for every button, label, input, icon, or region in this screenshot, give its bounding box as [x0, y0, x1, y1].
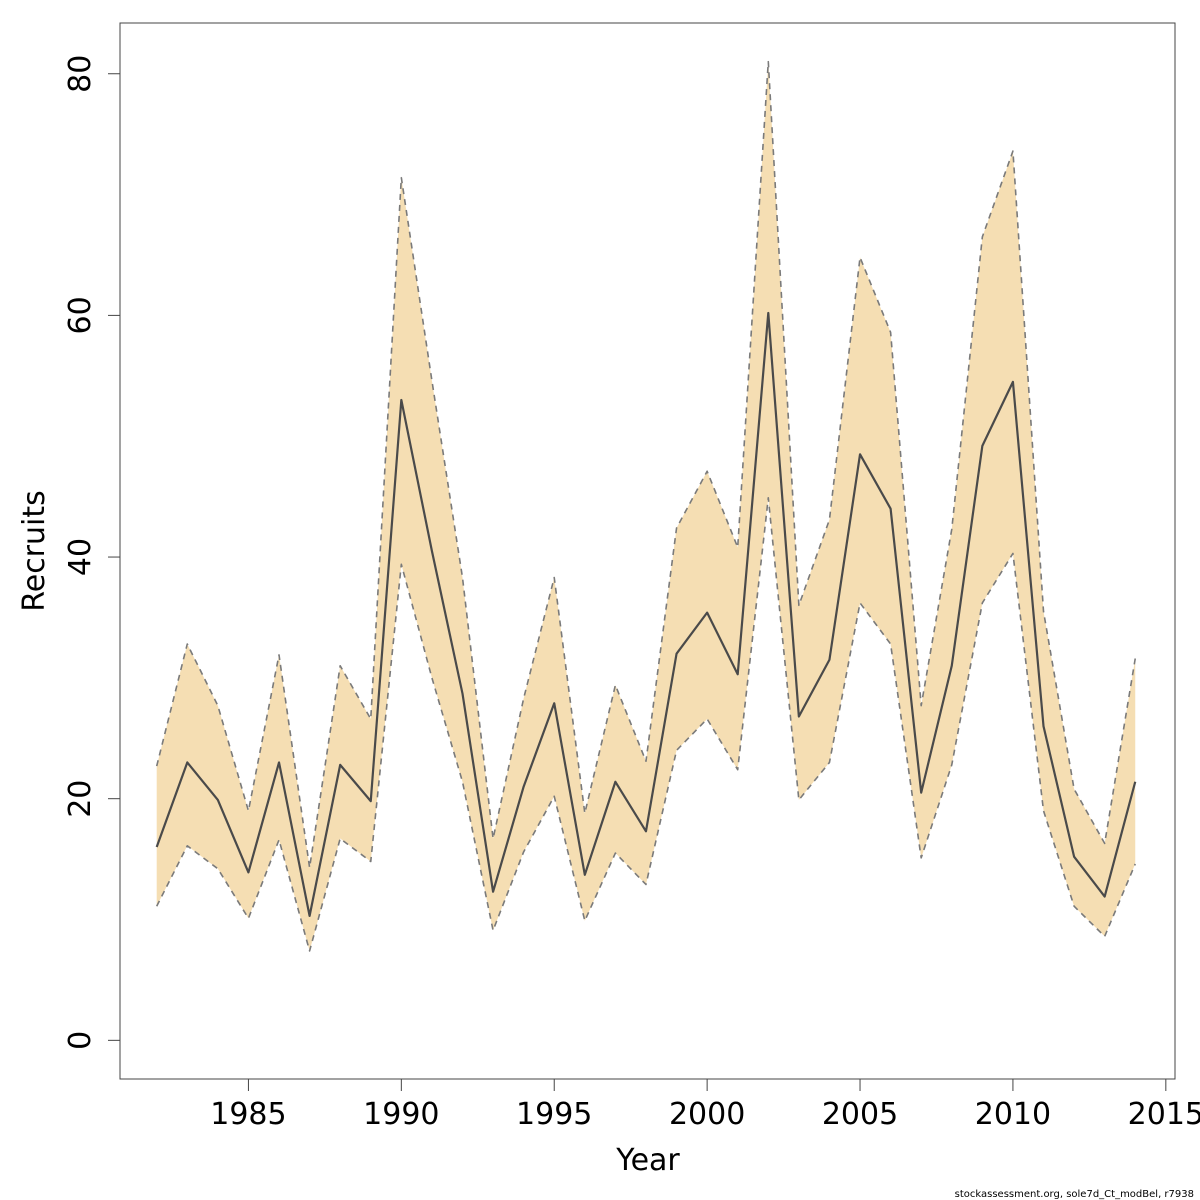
y-axis: 0 20 40 60 80	[63, 55, 121, 1050]
y-axis-title: Recruits	[17, 490, 52, 612]
footnote: stockassessment.org, sole7d_Ct_modBel, r…	[955, 1189, 1194, 1200]
confidence-band-area	[156, 61, 1136, 951]
x-tick-label: 2005	[822, 1097, 898, 1132]
x-tick-label: 1995	[516, 1097, 592, 1132]
x-axis: 1985 1990 1995 2000 2005 2010 2015	[210, 1078, 1200, 1132]
confidence-band	[156, 61, 1136, 951]
y-tick-label: 40	[63, 538, 98, 576]
x-tick-label: 1985	[210, 1097, 286, 1132]
lower-bound-line	[155, 497, 1136, 952]
median-recruits-line	[155, 311, 1137, 917]
y-tick-label: 80	[63, 55, 98, 93]
x-axis-title: Year	[615, 1143, 680, 1178]
x-tick-label: 2000	[669, 1097, 745, 1132]
y-tick-label: 60	[63, 296, 98, 334]
y-tick-label: 20	[63, 780, 98, 818]
upper-bound-line	[155, 60, 1137, 869]
median-line-layer	[155, 60, 1137, 952]
x-tick-label: 2015	[1128, 1097, 1200, 1132]
x-tick-label: 1990	[363, 1097, 439, 1132]
y-tick-label: 0	[63, 1031, 98, 1050]
x-tick-label: 2010	[975, 1097, 1051, 1132]
